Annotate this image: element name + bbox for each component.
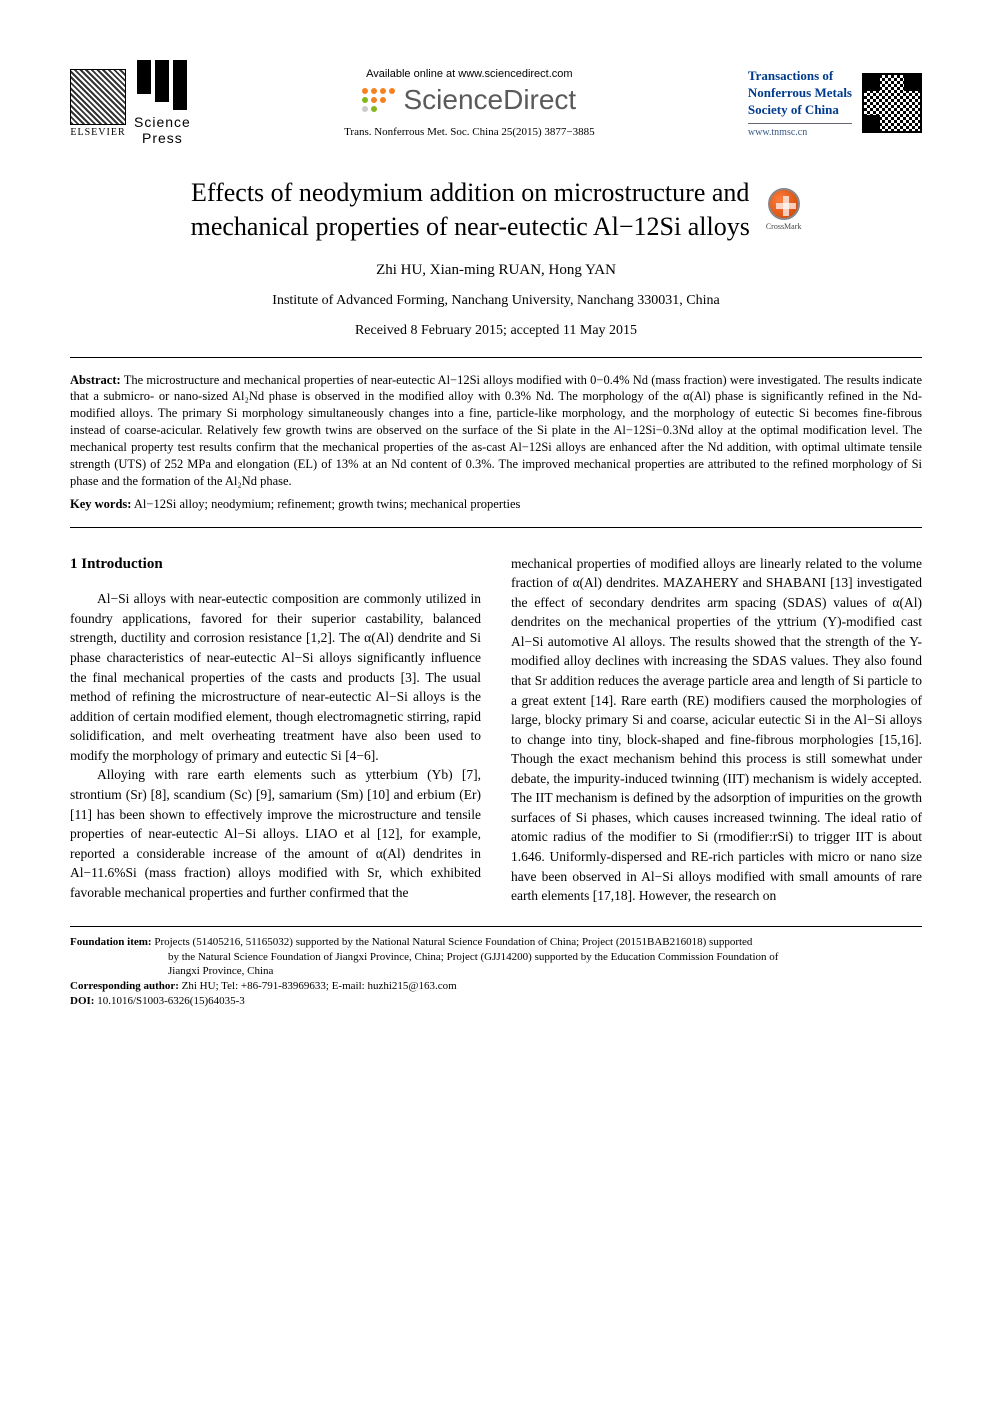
doi-line: DOI: 10.1016/S1003-6326(15)64035-3 <box>70 994 922 1009</box>
footer: Foundation item: Projects (51405216, 511… <box>70 926 922 1009</box>
foundation-text-1: Projects (51405216, 51165032) supported … <box>154 936 752 948</box>
sciencedirect-brand: ScienceDirect <box>211 84 728 116</box>
publisher-logos: ELSEVIER Science Press <box>70 60 191 146</box>
foundation-label: Foundation item: <box>70 936 152 948</box>
corresponding-line: Corresponding author: Zhi HU; Tel: +86-7… <box>70 979 922 994</box>
right-column: mechanical properties of modified alloys… <box>511 554 922 906</box>
crossmark-badge[interactable]: CrossMark <box>766 188 802 231</box>
elsevier-tree-icon <box>70 69 126 125</box>
keywords-label: Key words: <box>70 497 131 511</box>
left-para-1: Al−Si alloys with near-eutectic composit… <box>70 589 481 765</box>
elsevier-text: ELSEVIER <box>70 127 125 138</box>
authors: Zhi HU, Xian-ming RUAN, Hong YAN <box>70 262 922 279</box>
foundation-text-2: by the Natural Science Foundation of Jia… <box>70 950 922 965</box>
abstract-text: The microstructure and mechanical proper… <box>70 373 922 488</box>
press-text: Press <box>142 130 183 146</box>
title-row: Effects of neodymium addition on microst… <box>70 176 922 244</box>
header-right: Transactions of Nonferrous Metals Societ… <box>748 68 922 138</box>
section-1-title: 1 Introduction <box>70 554 481 576</box>
doi-text: 10.1016/S1003-6326(15)64035-3 <box>97 995 245 1007</box>
abstract-label: Abstract: <box>70 373 121 387</box>
sciencedirect-dots-icon <box>362 88 395 112</box>
crossmark-label: CrossMark <box>766 222 802 231</box>
journal-url: www.tnmsc.cn <box>748 127 852 138</box>
science-press-bars-icon <box>137 60 187 110</box>
crossmark-icon <box>768 188 800 220</box>
elsevier-logo: ELSEVIER <box>70 69 126 138</box>
keywords: Key words: Al−12Si alloy; neodymium; ref… <box>70 496 922 513</box>
sciencedirect-text: ScienceDirect <box>403 84 576 116</box>
right-para-1: mechanical properties of modified alloys… <box>511 554 922 906</box>
affiliation: Institute of Advanced Forming, Nanchang … <box>70 293 922 309</box>
article-title: Effects of neodymium addition on microst… <box>191 176 750 244</box>
header: ELSEVIER Science Press Available online … <box>70 60 922 146</box>
doi-label: DOI: <box>70 995 94 1007</box>
header-center: Available online at www.sciencedirect.co… <box>211 68 728 138</box>
available-online-text: Available online at www.sciencedirect.co… <box>211 68 728 80</box>
science-press-logo: Science Press <box>134 60 191 146</box>
left-para-2: Alloying with rare earth elements such a… <box>70 765 481 902</box>
corresponding-label: Corresponding author: <box>70 980 179 992</box>
body-columns: 1 Introduction Al−Si alloys with near-eu… <box>70 554 922 906</box>
journal-name-block: Transactions of Nonferrous Metals Societ… <box>748 68 852 138</box>
left-column: 1 Introduction Al−Si alloys with near-eu… <box>70 554 481 906</box>
corresponding-text: Zhi HU; Tel: +86-791-83969633; E-mail: h… <box>182 980 457 992</box>
abstract-block: Abstract: The microstructure and mechani… <box>70 358 922 527</box>
science-text: Science <box>134 114 191 130</box>
rule-bottom <box>70 527 922 528</box>
foundation-text-3: Jiangxi Province, China <box>70 964 922 979</box>
received-accepted-dates: Received 8 February 2015; accepted 11 Ma… <box>70 323 922 339</box>
qr-code-icon <box>862 73 922 133</box>
foundation-line: Foundation item: Projects (51405216, 511… <box>70 935 922 950</box>
journal-name: Transactions of Nonferrous Metals Societ… <box>748 68 852 124</box>
citation-text: Trans. Nonferrous Met. Soc. China 25(201… <box>211 126 728 138</box>
keywords-text: Al−12Si alloy; neodymium; refinement; gr… <box>134 497 520 511</box>
